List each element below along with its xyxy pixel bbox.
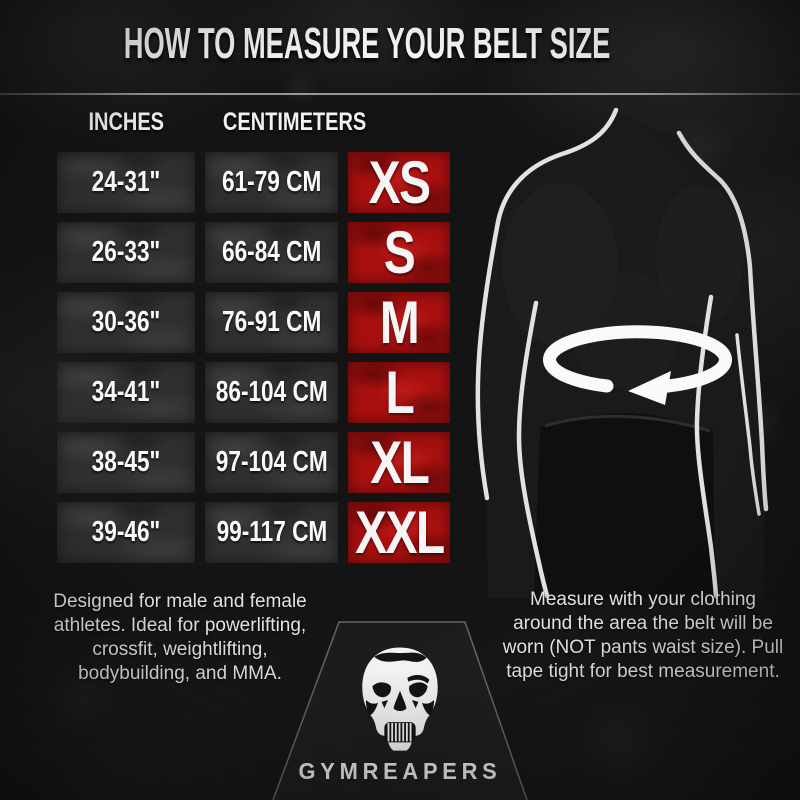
size-badge: XXL [348,502,450,563]
table-column-headers: INCHES CENTIMETERS [57,108,366,137]
waist-measure-arrow [543,325,732,405]
inches-cell: 30-36" [57,292,195,353]
inches-cell: 34-41" [57,362,195,423]
size-badge: XS [348,152,450,213]
size-badge: L [348,362,450,423]
pants [534,413,715,598]
centimeters-cell: 86-104 CM [205,362,338,423]
centimeters-cell: 76-91 CM [205,292,338,353]
centimeters-cell: 97-104 CM [205,432,338,493]
table-row: 24-31" 61-79 CM XS [57,152,450,213]
table-row: 39-46" 99-117 CM XXL [57,502,450,563]
centimeters-cell: 66-84 CM [205,222,338,283]
size-badge: M [348,292,450,353]
table-row: 30-36" 76-91 CM M [57,292,450,353]
table-row: 34-41" 86-104 CM L [57,362,450,423]
centimeters-cell: 99-117 CM [205,502,338,563]
body-contour-lines [475,107,769,599]
table-row: 38-45" 97-104 CM XL [57,432,450,493]
column-header-centimeters: CENTIMETERS [222,108,367,136]
size-badge: S [348,222,450,283]
column-header-inches: INCHES [88,108,164,136]
inches-cell: 26-33" [57,222,195,283]
page-title: HOW TO MEASURE YOUR BELT SIZE [123,19,611,68]
centimeters-cell: 61-79 CM [205,152,338,213]
title-divider [0,93,800,95]
inches-cell: 38-45" [57,432,195,493]
designed-for-note: Designed for male and female athletes. I… [53,591,307,684]
inches-cell: 39-46" [57,502,195,563]
table-row: 26-33" 66-84 CM S [57,222,450,283]
measuring-instructions-note: Measure with your clothing around the ar… [502,589,784,682]
inches-cell: 24-31" [57,152,195,213]
skull-icon [362,647,438,751]
skull-teeth [387,723,412,742]
size-badge: XL [348,432,450,493]
torso-illustration [475,107,769,599]
brand-wordmark: GYMREAPERS [298,758,502,784]
size-table: 24-31" 61-79 CM XS 26-33" 66-84 CM S 30-… [57,152,450,572]
